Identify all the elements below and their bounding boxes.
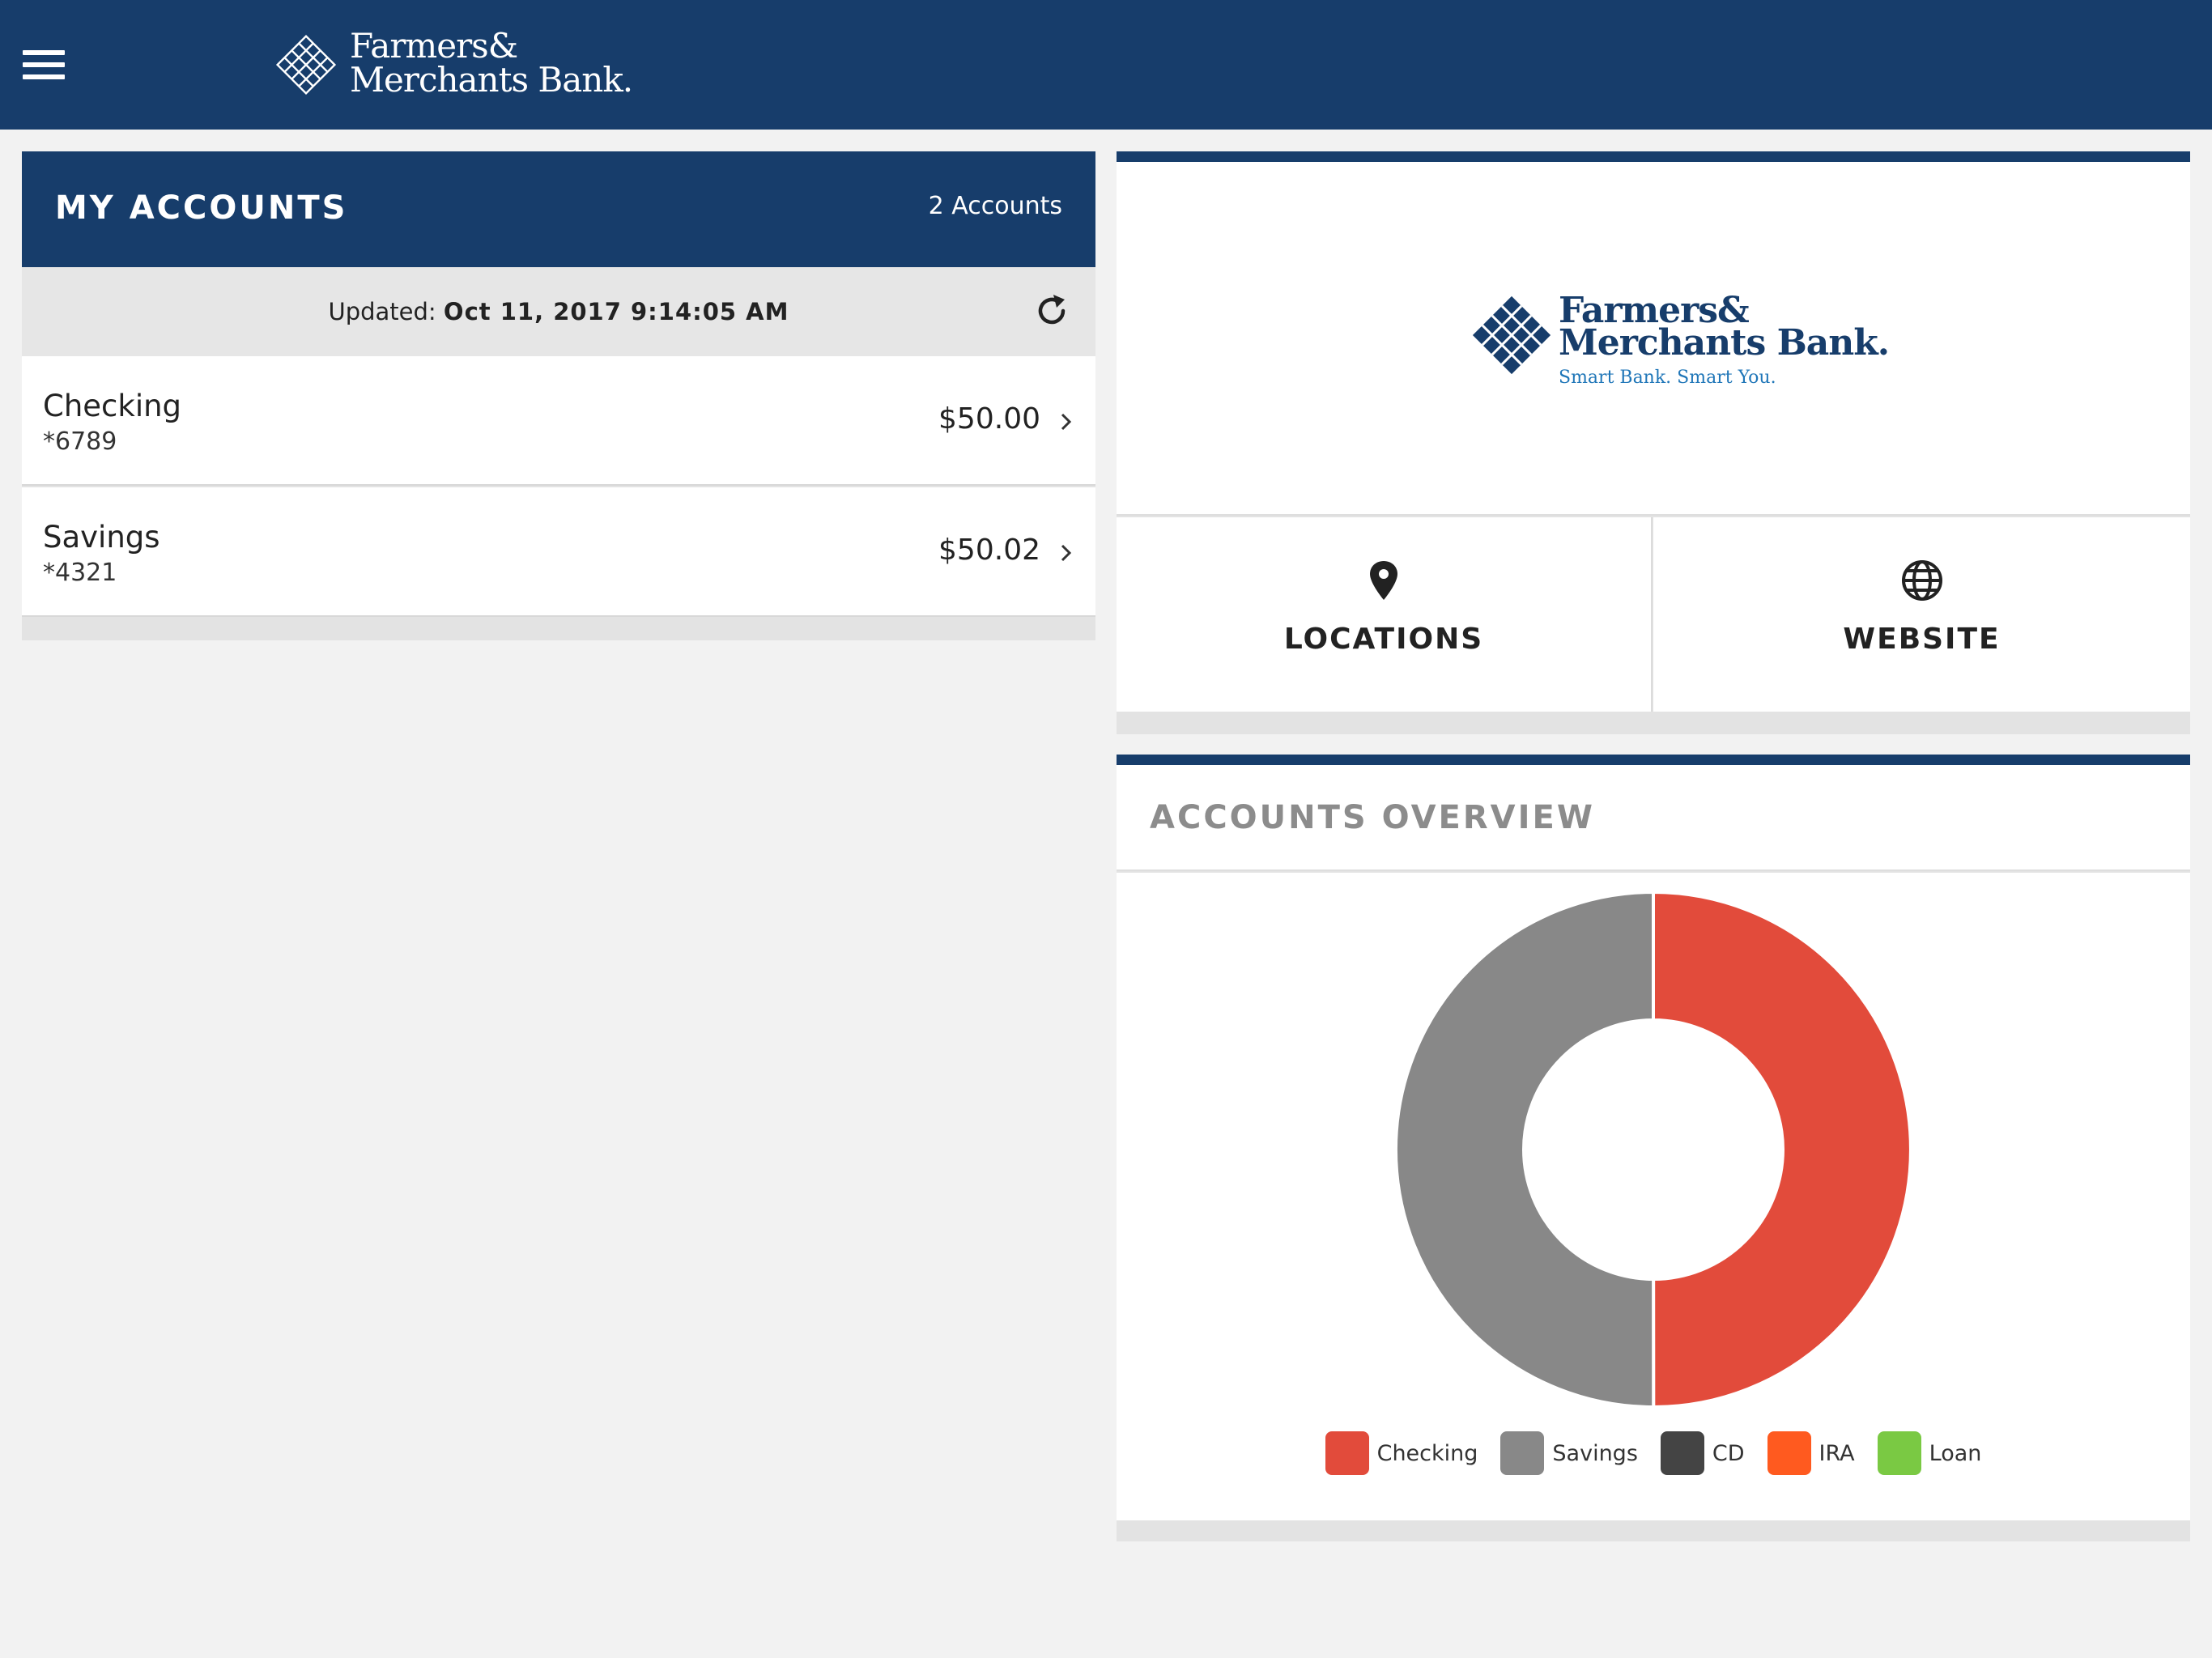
card-accent-stripe bbox=[1117, 151, 2190, 162]
legend-item-savings: Savings bbox=[1500, 1431, 1638, 1475]
legend-item-ira: IRA bbox=[1767, 1431, 1855, 1475]
legend-label: Loan bbox=[1929, 1440, 1982, 1466]
account-number: *4321 bbox=[43, 559, 117, 587]
logo-tagline: Smart Bank. Smart You. bbox=[1559, 368, 1776, 388]
logo-name-line1: Farmers& bbox=[350, 26, 518, 66]
accounts-count: 2 Accounts bbox=[928, 192, 1062, 220]
updated-label: Updated: bbox=[328, 298, 436, 325]
bank-logo-large: Farmers& Merchants Bank. Smart Bank. Sma… bbox=[1470, 290, 1890, 398]
legend-label: Savings bbox=[1552, 1440, 1638, 1466]
logo-name-line2: Merchants Bank. bbox=[350, 60, 633, 100]
website-label: WEBSITE bbox=[1843, 623, 2001, 656]
my-accounts-title: MY ACCOUNTS bbox=[55, 189, 348, 227]
updated-bar: Updated: Oct 11, 2017 9:14:05 AM bbox=[22, 267, 1095, 356]
legend-swatch bbox=[1325, 1431, 1369, 1475]
overview-chart-area: Checking Savings CD IRA Loan bbox=[1117, 873, 2190, 1520]
logo-name-line2: Merchants Bank. bbox=[1559, 322, 1890, 363]
accounts-donut-chart bbox=[1394, 891, 1912, 1409]
legend-swatch bbox=[1877, 1431, 1921, 1475]
legend-label: Checking bbox=[1376, 1440, 1478, 1466]
donut-slice-checking bbox=[1652, 891, 1912, 1409]
globe-icon bbox=[1901, 560, 1942, 601]
account-name: Savings bbox=[43, 520, 160, 555]
overview-title: ACCOUNTS OVERVIEW bbox=[1150, 799, 1595, 836]
my-accounts-header: MY ACCOUNTS 2 Accounts bbox=[22, 151, 1095, 267]
chart-legend: Checking Savings CD IRA Loan bbox=[1117, 1431, 2190, 1480]
chevron-right-icon bbox=[1061, 544, 1072, 562]
my-accounts-card: MY ACCOUNTS 2 Accounts Updated: Oct 11, … bbox=[22, 151, 1095, 640]
hamburger-menu-icon[interactable] bbox=[23, 50, 65, 79]
legend-swatch bbox=[1660, 1431, 1704, 1475]
overview-header: ACCOUNTS OVERVIEW bbox=[1117, 765, 2190, 871]
chevron-right-icon bbox=[1061, 413, 1072, 431]
legend-label: CD bbox=[1712, 1440, 1745, 1466]
updated-value: Oct 11, 2017 9:14:05 AM bbox=[443, 298, 789, 325]
diamond-logo-icon bbox=[1472, 295, 1551, 375]
card-accent-stripe bbox=[1117, 755, 2190, 765]
refresh-icon[interactable] bbox=[1032, 291, 1071, 330]
account-row-checking[interactable]: Checking *6789 $50.00 bbox=[22, 356, 1095, 486]
account-balance: $50.00 bbox=[938, 402, 1040, 436]
legend-swatch bbox=[1767, 1431, 1811, 1475]
account-name: Checking bbox=[43, 389, 182, 423]
top-app-bar: Farmers& Merchants Bank. bbox=[0, 0, 2212, 130]
donut-slice-savings bbox=[1394, 891, 1656, 1409]
locations-button[interactable]: LOCATIONS bbox=[1117, 517, 1653, 712]
map-pin-icon bbox=[1370, 561, 1397, 600]
legend-item-cd: CD bbox=[1660, 1431, 1745, 1475]
logo-name-line1: Farmers& bbox=[1559, 290, 1750, 331]
accounts-overview-card: ACCOUNTS OVERVIEW Checking Savings CD IRA Lo… bbox=[1117, 755, 2190, 1541]
legend-item-checking: Checking bbox=[1325, 1431, 1478, 1475]
locations-label: LOCATIONS bbox=[1283, 623, 1484, 656]
updated-timestamp: Updated: Oct 11, 2017 9:14:05 AM bbox=[22, 298, 1095, 325]
bank-logo: Farmers& Merchants Bank. bbox=[274, 29, 678, 100]
bank-info-card: Farmers& Merchants Bank. Smart Bank. Sma… bbox=[1117, 151, 2190, 734]
bank-logo-area: Farmers& Merchants Bank. Smart Bank. Sma… bbox=[1117, 162, 2190, 516]
legend-label: IRA bbox=[1819, 1440, 1855, 1466]
diamond-logo-icon bbox=[275, 34, 337, 96]
account-number: *6789 bbox=[43, 427, 117, 456]
website-button[interactable]: WEBSITE bbox=[1653, 517, 2190, 712]
account-balance: $50.02 bbox=[938, 534, 1040, 567]
account-row-savings[interactable]: Savings *4321 $50.02 bbox=[22, 487, 1095, 617]
legend-item-loan: Loan bbox=[1877, 1431, 1982, 1475]
legend-swatch bbox=[1500, 1431, 1545, 1475]
